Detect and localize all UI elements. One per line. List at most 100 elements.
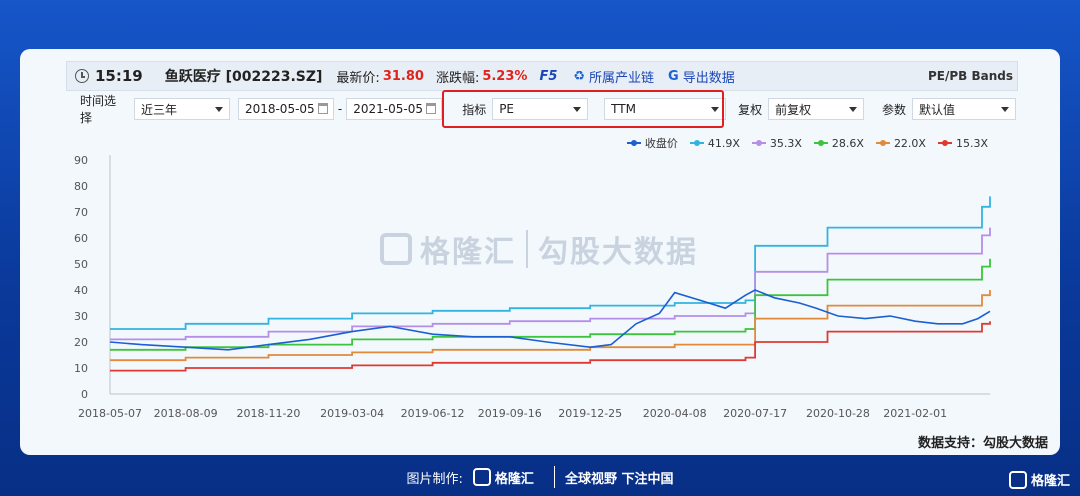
footer-brand: 格隆汇	[494, 471, 534, 487]
legend-label: 收盘价	[644, 137, 678, 150]
legend-swatch	[813, 140, 828, 146]
footer-logo: 格隆汇	[472, 468, 534, 487]
bands-title: PE/PB Bands	[927, 69, 1013, 83]
time-select-label: 时间选择	[80, 94, 117, 125]
series-line-b153	[110, 321, 991, 372]
time-range-select[interactable]: 近三年	[133, 98, 230, 120]
chart-card: 15:19 鱼跃医疗 [002223.SZ] 最新价: 31.80 涨跌幅: 5…	[20, 49, 1060, 455]
legend-label: 22.0X	[893, 136, 926, 150]
watermark: 格隆汇 勾股大数据	[380, 227, 698, 271]
y-tick-label: 10	[74, 362, 88, 375]
y-tick-label: 0	[81, 388, 88, 401]
x-tick-label: 2018-05-07	[78, 407, 142, 420]
last-price-value: 31.80	[382, 68, 424, 84]
legend-label: 41.9X	[707, 136, 740, 150]
series-line-b419	[110, 196, 991, 330]
y-tick-label: 80	[74, 180, 88, 193]
indicator-highlight-box	[442, 90, 724, 128]
legend-item-b220[interactable]: 22.0X	[875, 135, 926, 151]
x-tick-label: 2019-12-25	[558, 407, 622, 420]
pe-band-chart: 0 10 20 30 40 50 60 70 80 90 2018-05-07 2018-08-09 2…	[74, 154, 991, 420]
change-label: 涨跌幅:	[435, 70, 480, 86]
adjust-select[interactable]: 前复权	[768, 98, 865, 120]
ttm-value: TTM	[611, 102, 636, 116]
footer-divider	[553, 466, 555, 488]
last-price-label: 最新价:	[336, 70, 380, 86]
industry-chain-label: 所属产业链	[589, 70, 655, 86]
chevron-down-icon	[214, 107, 223, 112]
chevron-down-icon	[573, 107, 582, 112]
x-tick-label: 2021-02-01	[883, 407, 947, 420]
indicator-value: PE	[499, 102, 515, 116]
series-line-b220	[110, 290, 991, 362]
f5-button[interactable]: F5	[539, 68, 558, 84]
start-date-field[interactable]: 2018-05-05	[237, 98, 334, 120]
change-value: 5.23%	[482, 68, 528, 84]
indicator-label: 指标	[462, 102, 487, 117]
stock-name: 鱼跃医疗 [002223.SZ]	[164, 69, 323, 85]
y-tick-label: 70	[74, 206, 88, 219]
chevron-down-icon	[1000, 107, 1009, 112]
end-date-value: 2021-05-05	[353, 102, 423, 116]
watermark-divider	[526, 230, 528, 268]
y-tick-label: 30	[74, 310, 88, 323]
legend-label: 35.3X	[769, 136, 802, 150]
x-tick-label: 2020-04-08	[643, 407, 707, 420]
ttm-select[interactable]: TTM	[604, 98, 727, 120]
brand-logo-icon	[380, 233, 412, 265]
x-tick-label: 2019-06-12	[401, 407, 465, 420]
x-tick-label: 2019-03-04	[320, 407, 384, 420]
time-range-value: 近三年	[140, 102, 177, 117]
legend-label: 15.3X	[955, 136, 988, 150]
brand-logo-icon	[472, 468, 491, 486]
legend-label: 28.6X	[831, 136, 864, 150]
chevron-down-icon	[711, 107, 720, 112]
chart-legend: 收盘价 41.9X 35.3X 28.6X 22.0X 15.3X	[615, 135, 988, 151]
x-tick-label: 2020-10-28	[806, 407, 870, 420]
series-line-close	[109, 289, 991, 351]
footer-slogan: 全球视野 下注中国	[564, 471, 674, 487]
corner-brand: 格隆汇	[1030, 474, 1070, 489]
indicator-select[interactable]: PE	[492, 98, 589, 120]
clock-icon	[75, 69, 89, 83]
legend-swatch	[626, 140, 641, 146]
filter-bar: 时间选择 近三年 2018-05-05 - 2021-05-05 指标 PE T…	[66, 93, 1016, 125]
header-time: 15:19	[95, 67, 143, 85]
y-tick-label: 50	[74, 258, 88, 271]
calendar-icon	[426, 103, 437, 114]
legend-swatch	[937, 140, 952, 146]
y-tick-label: 90	[74, 154, 88, 167]
watermark-text: 勾股大数据	[538, 235, 698, 270]
footer-made-by: 图片制作:	[406, 471, 463, 487]
x-tick-label: 2018-11-20	[236, 407, 300, 420]
legend-item-close[interactable]: 收盘价	[626, 135, 678, 151]
y-tick-label: 60	[74, 232, 88, 245]
adjust-label: 复权	[738, 102, 763, 117]
param-select[interactable]: 默认值	[912, 98, 1016, 120]
corner-logo: 格隆汇	[1008, 470, 1070, 489]
refresh-icon: ♻	[573, 68, 586, 84]
industry-chain-link[interactable]: ♻ 所属产业链	[573, 67, 654, 86]
x-tick-label: 2020-07-17	[723, 407, 787, 420]
series-line-b353	[110, 227, 991, 341]
x-tick-label: 2018-08-09	[154, 407, 218, 420]
y-tick-label: 20	[74, 336, 88, 349]
brand-logo-icon	[1008, 470, 1027, 489]
export-link[interactable]: G 导出数据	[668, 67, 735, 86]
legend-item-b153[interactable]: 15.3X	[937, 135, 988, 151]
date-dash: -	[337, 102, 343, 116]
calendar-icon	[317, 103, 328, 114]
export-icon: G	[668, 68, 679, 84]
legend-item-b353[interactable]: 35.3X	[751, 135, 802, 151]
start-date-value: 2018-05-05	[244, 102, 315, 116]
adjust-value: 前复权	[775, 102, 812, 117]
legend-swatch	[689, 140, 704, 146]
legend-swatch	[751, 140, 766, 146]
param-label: 参数	[882, 102, 907, 117]
legend-swatch	[875, 140, 890, 146]
legend-item-b419[interactable]: 41.9X	[689, 135, 740, 151]
export-label: 导出数据	[682, 70, 735, 86]
x-tick-label: 2019-09-16	[478, 407, 542, 420]
legend-item-b286[interactable]: 28.6X	[813, 135, 864, 151]
end-date-field[interactable]: 2021-05-05	[346, 98, 443, 120]
